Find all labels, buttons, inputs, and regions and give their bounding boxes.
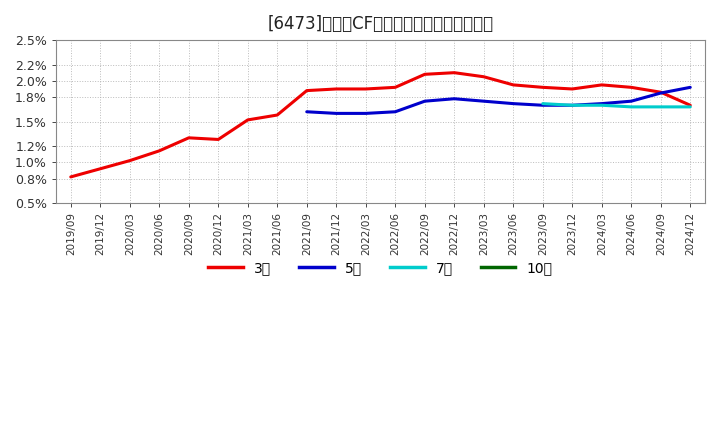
Title: [6473]　営業CFマージンの標準偏差の推移: [6473] 営業CFマージンの標準偏差の推移: [267, 15, 494, 33]
Legend: 3年, 5年, 7年, 10年: 3年, 5年, 7年, 10年: [203, 256, 558, 281]
